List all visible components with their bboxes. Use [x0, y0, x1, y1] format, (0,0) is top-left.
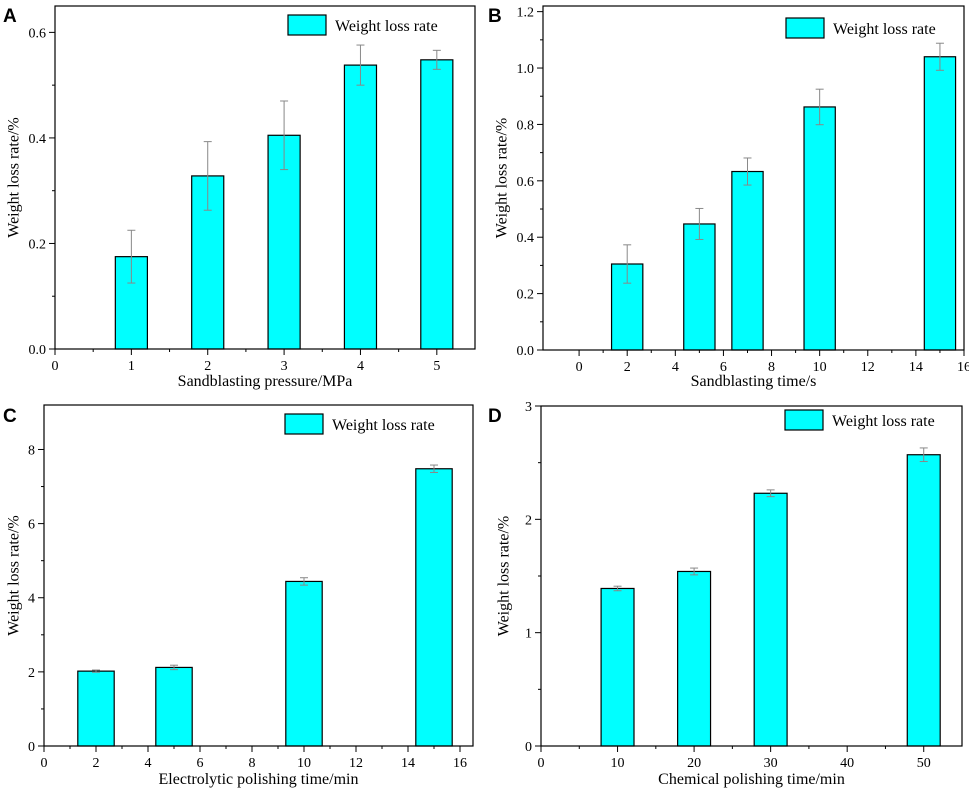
x-tick-label: 5 — [433, 359, 440, 374]
x-tick-label: 10 — [813, 360, 827, 375]
x-tick-label: 4 — [672, 360, 679, 375]
y-tick-label: 3 — [525, 400, 532, 415]
x-tick-label: 4 — [357, 359, 364, 374]
y-tick-label: 2 — [525, 513, 532, 528]
x-tick-label: 8 — [768, 360, 775, 375]
x-tick-label: 12 — [349, 756, 363, 771]
legend-label: Weight loss rate — [832, 413, 935, 430]
x-tick-label: 14 — [401, 756, 415, 771]
bar — [77, 670, 115, 747]
legend-label: Weight loss rate — [833, 21, 936, 38]
panel-a: A 0 1 2 3 4 5 0.0 0.2 0.4 0.6 Sandblasting pressure… — [3, 5, 476, 390]
x-tick-label: 2 — [93, 756, 100, 771]
y-tick-label: 0.4 — [517, 231, 535, 246]
x-tick-label: 3 — [281, 359, 288, 374]
y-tick-label: 0.0 — [29, 343, 47, 358]
x-tick-label: 16 — [453, 756, 467, 771]
legend-swatch — [784, 409, 824, 431]
x-tick-label: 8 — [249, 756, 256, 771]
bar — [906, 454, 941, 747]
bar — [677, 570, 712, 747]
bar — [267, 134, 301, 350]
x-tick-label: 10 — [297, 756, 311, 771]
y-axis-label: Weight loss rate/% — [6, 117, 23, 237]
y-axis-label: Weight loss rate/% — [496, 516, 513, 636]
x-tick-label: 4 — [145, 756, 152, 771]
bar — [923, 56, 957, 351]
x-tick-label: 0 — [538, 756, 545, 771]
legend-label: Weight loss rate — [335, 18, 438, 35]
bar — [285, 580, 323, 747]
panel-letter: A — [3, 6, 17, 27]
bar — [600, 587, 635, 747]
y-tick-label: 0.6 — [29, 26, 47, 41]
y-tick-label: 0.4 — [29, 132, 47, 147]
x-tick-label: 10 — [611, 756, 625, 771]
x-axis-label: Electrolytic polishing time/min — [159, 771, 359, 788]
panel-d: D 0 10 20 30 40 50 0 1 2 3 Chemical polishing time/… — [488, 400, 963, 788]
bar — [803, 106, 836, 351]
y-tick-label: 1.0 — [517, 62, 535, 77]
x-tick-label: 50 — [917, 756, 931, 771]
plot-frame — [542, 5, 965, 351]
x-axis-label: Chemical polishing time/min — [658, 771, 845, 788]
y-tick-label: 0.2 — [517, 288, 535, 303]
y-tick-label: 0 — [525, 740, 532, 755]
bar — [415, 468, 453, 747]
y-tick-label: 8 — [28, 443, 35, 458]
x-tick-label: 2 — [204, 359, 211, 374]
legend-label: Weight loss rate — [332, 417, 435, 434]
panel-b: B 0 2 4 6 8 10 12 14 16 0.0 0.2 0.4 0.6 0.8 1.0 1.2 Sandb… — [488, 5, 969, 390]
y-tick-label: 0.8 — [517, 118, 535, 133]
x-tick-label: 0 — [576, 360, 583, 375]
x-tick-label: 14 — [909, 360, 923, 375]
legend-swatch — [785, 17, 825, 39]
x-tick-label: 6 — [197, 756, 204, 771]
y-tick-label: 4 — [28, 592, 35, 607]
bar — [683, 223, 716, 351]
panel-letter: D — [488, 406, 502, 427]
bar — [343, 64, 378, 350]
plot-frame — [54, 5, 476, 350]
y-axis-label: Weight loss rate/% — [6, 515, 23, 635]
panel-letter: B — [488, 6, 502, 27]
bar — [731, 170, 764, 351]
x-tick-label: 20 — [687, 756, 701, 771]
x-tick-label: 30 — [764, 756, 778, 771]
x-tick-label: 0 — [41, 756, 48, 771]
panel-letter: C — [3, 406, 17, 427]
y-axis-label: Weight loss rate/% — [494, 118, 511, 238]
x-axis-label: Sandblasting pressure/MPa — [178, 373, 353, 390]
x-tick-label: 12 — [861, 360, 875, 375]
y-tick-label: 6 — [28, 518, 35, 533]
y-tick-label: 1.2 — [517, 6, 535, 21]
bar — [753, 492, 788, 747]
y-tick-label: 1 — [525, 627, 532, 642]
bar — [155, 666, 193, 747]
y-tick-label: 0.6 — [517, 175, 535, 190]
y-tick-label: 0 — [28, 740, 35, 755]
x-tick-label: 2 — [624, 360, 631, 375]
x-tick-label: 40 — [840, 756, 854, 771]
x-tick-label: 16 — [957, 360, 969, 375]
bar — [420, 59, 454, 350]
plot-frame — [43, 404, 474, 747]
y-tick-label: 2 — [28, 666, 35, 681]
legend-swatch — [284, 413, 324, 435]
legend-swatch — [287, 14, 327, 36]
y-tick-label: 0.0 — [517, 344, 535, 359]
y-tick-label: 0.2 — [29, 237, 47, 252]
x-tick-label: 6 — [720, 360, 727, 375]
x-axis-label: Sandblasting time/s — [691, 373, 817, 390]
x-tick-label: 0 — [52, 359, 59, 374]
x-tick-label: 1 — [128, 359, 135, 374]
